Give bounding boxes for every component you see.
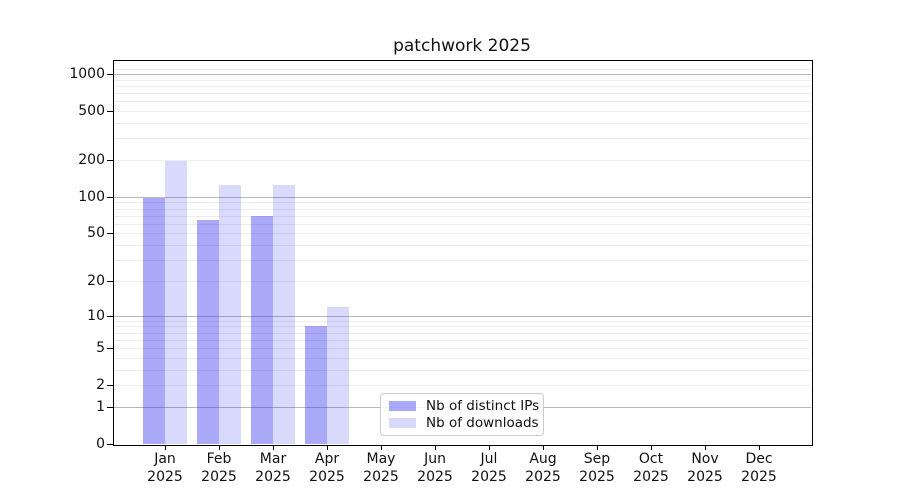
gridline-minor xyxy=(113,160,811,161)
x-tick xyxy=(273,445,274,450)
x-tick-label: Oct 2025 xyxy=(633,451,669,485)
gridline-minor xyxy=(113,215,811,217)
x-tick-label: Jul 2025 xyxy=(471,451,507,485)
bar-downloads-jan xyxy=(165,161,187,444)
gridline-minor xyxy=(113,326,811,328)
y-tick xyxy=(107,196,113,198)
legend-label-distinct-ips: Nb of distinct IPs xyxy=(426,397,540,414)
gridline-minor xyxy=(113,357,811,359)
x-tick-label: Jan 2025 xyxy=(147,451,183,485)
legend-item-distinct-ips: Nb of distinct IPs xyxy=(389,398,539,414)
gridline-major xyxy=(113,74,811,76)
bar-downloads-apr xyxy=(327,306,349,444)
gridline-minor xyxy=(113,233,811,235)
gridline-minor xyxy=(113,123,811,125)
y-tick xyxy=(107,385,113,387)
legend-swatch-distinct-ips xyxy=(389,400,416,411)
bar-downloads-mar xyxy=(273,185,295,444)
x-tick-label: Apr 2025 xyxy=(309,451,345,485)
x-tick xyxy=(489,445,490,450)
gridline-minor xyxy=(113,223,811,225)
y-tick xyxy=(107,74,113,76)
y-tick-label: 50 xyxy=(87,225,105,242)
gridline-minor xyxy=(113,101,811,103)
gridline-major xyxy=(113,315,811,317)
y-tick xyxy=(107,160,113,161)
gridline-minor xyxy=(113,260,811,262)
y-tick xyxy=(107,233,113,235)
y-tick-label: 200 xyxy=(78,152,105,168)
x-tick-label: May 2025 xyxy=(363,451,399,485)
gridline-minor xyxy=(113,93,811,95)
x-tick-label: Jun 2025 xyxy=(417,451,453,485)
y-tick-label: 10 xyxy=(87,307,105,324)
legend-item-downloads: Nb of downloads xyxy=(389,415,539,431)
gridline-minor xyxy=(113,245,811,247)
y-tick xyxy=(107,348,113,350)
chart-title: patchwork 2025 xyxy=(393,36,531,56)
legend-label-downloads: Nb of downloads xyxy=(426,415,539,432)
y-tick xyxy=(107,280,113,282)
gridline-minor xyxy=(113,138,811,140)
bar-downloads-feb xyxy=(219,185,241,444)
gridline-minor xyxy=(113,348,811,350)
y-tick xyxy=(107,111,113,113)
x-tick xyxy=(381,445,382,450)
gridline-minor xyxy=(113,68,811,70)
x-tick xyxy=(651,445,652,450)
x-tick xyxy=(219,445,220,450)
gridline-minor xyxy=(113,385,811,387)
y-tick-label: 100 xyxy=(78,188,105,205)
bar-distinct-ips-mar xyxy=(251,215,273,444)
x-tick xyxy=(759,445,760,450)
x-tick xyxy=(597,445,598,450)
x-tick xyxy=(165,445,166,450)
gridline-major xyxy=(113,196,811,198)
gridline-minor xyxy=(113,85,811,87)
x-tick-label: Aug 2025 xyxy=(525,451,561,485)
legend-swatch-downloads xyxy=(389,418,416,429)
x-tick-label: Sep 2025 xyxy=(579,451,615,485)
y-tick-label: 500 xyxy=(78,103,105,120)
x-tick xyxy=(705,445,706,450)
y-tick-label: 1000 xyxy=(69,66,105,83)
y-tick xyxy=(107,444,113,445)
gridline-minor xyxy=(113,320,811,322)
legend: Nb of distinct IPs Nb of downloads xyxy=(380,393,544,436)
y-tick-label: 2 xyxy=(96,377,105,394)
x-tick-label: Nov 2025 xyxy=(687,451,723,485)
y-tick-label: 0 xyxy=(96,436,105,452)
x-tick-label: Mar 2025 xyxy=(255,451,291,485)
x-tick-label: Feb 2025 xyxy=(201,451,237,485)
gridline-minor xyxy=(113,339,811,341)
bar-distinct-ips-feb xyxy=(197,220,219,444)
x-tick xyxy=(543,445,544,450)
x-tick xyxy=(435,445,436,450)
gridline-minor xyxy=(113,369,811,371)
bar-distinct-ips-jan xyxy=(143,198,165,444)
y-tick xyxy=(107,406,113,408)
gridline-minor xyxy=(113,208,811,210)
gridline-minor xyxy=(113,202,811,204)
y-tick-label: 1 xyxy=(96,398,105,415)
x-tick xyxy=(327,445,328,450)
gridline-minor xyxy=(113,111,811,113)
bar-distinct-ips-apr xyxy=(305,326,327,444)
y-tick-label: 20 xyxy=(87,272,105,289)
gridline-minor xyxy=(113,280,811,282)
x-tick-label: Dec 2025 xyxy=(741,451,777,485)
gridline-minor xyxy=(113,332,811,334)
y-tick xyxy=(107,315,113,317)
gridline-minor xyxy=(113,79,811,81)
y-tick-label: 5 xyxy=(96,340,105,357)
